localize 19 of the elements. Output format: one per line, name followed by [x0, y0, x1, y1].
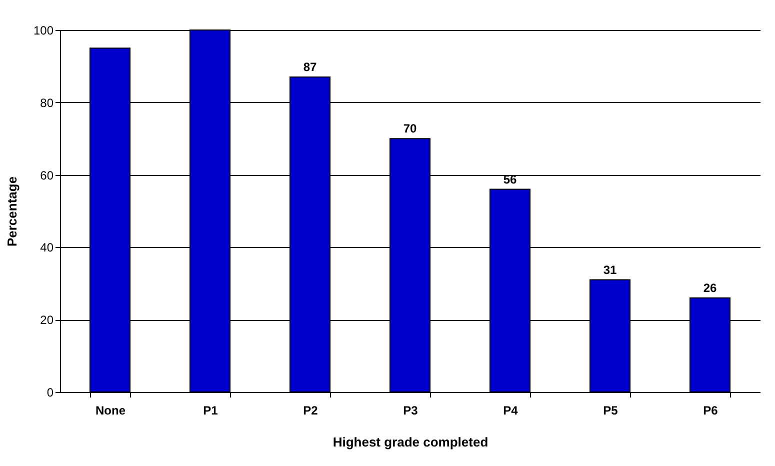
- x-tick-label: P3: [403, 404, 418, 418]
- data-label: 26: [703, 280, 717, 295]
- x-tick-label: P4: [503, 404, 518, 418]
- x-tick-label: P6: [703, 404, 718, 418]
- y-tick-label: 80: [40, 96, 54, 110]
- x-tick-label: P5: [603, 404, 618, 418]
- y-tick-label: 60: [40, 168, 54, 182]
- y-tick-label: 20: [40, 313, 54, 328]
- y-axis-title: Percentage: [4, 176, 20, 247]
- data-label: 31: [603, 262, 617, 277]
- data-label: 70: [403, 122, 417, 136]
- data-label: 87: [303, 60, 317, 74]
- y-tick-label: 0: [46, 386, 54, 400]
- x-axis-title: Highest grade completed: [332, 434, 488, 450]
- x-tick-label: P1: [203, 404, 218, 418]
- y-tick-label: 100: [33, 24, 54, 38]
- x-tick-label: P2: [303, 404, 318, 418]
- y-tick-label: 40: [40, 240, 54, 255]
- x-tick-label: None: [96, 404, 126, 418]
